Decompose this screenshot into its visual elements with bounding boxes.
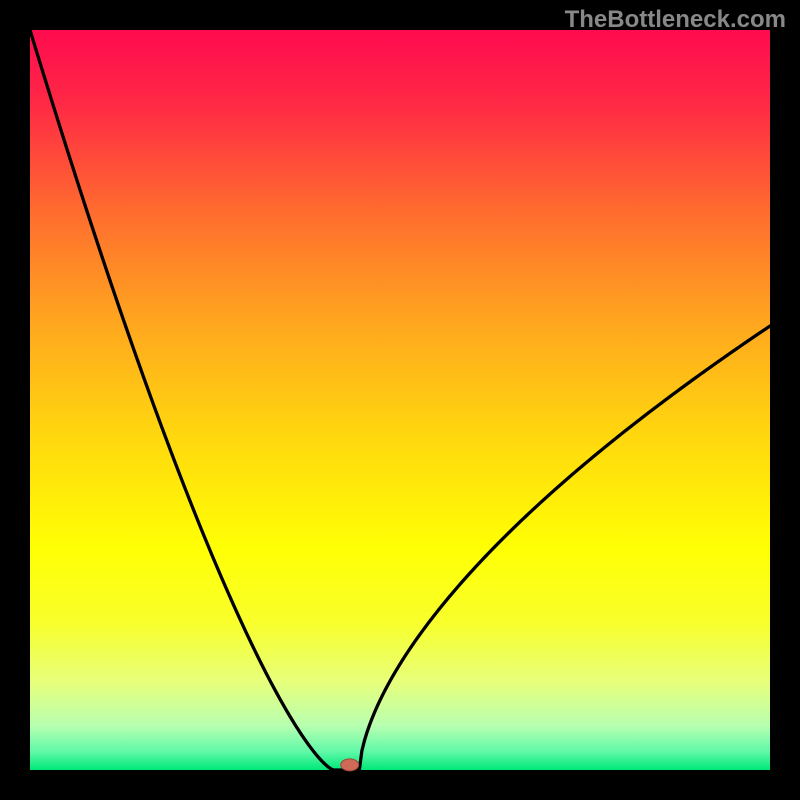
chart-svg: [0, 0, 800, 800]
watermark-text: TheBottleneck.com: [565, 6, 786, 34]
optimum-marker: [341, 759, 359, 771]
plot-area: [30, 30, 770, 770]
chart-container: TheBottleneck.com: [0, 0, 800, 800]
